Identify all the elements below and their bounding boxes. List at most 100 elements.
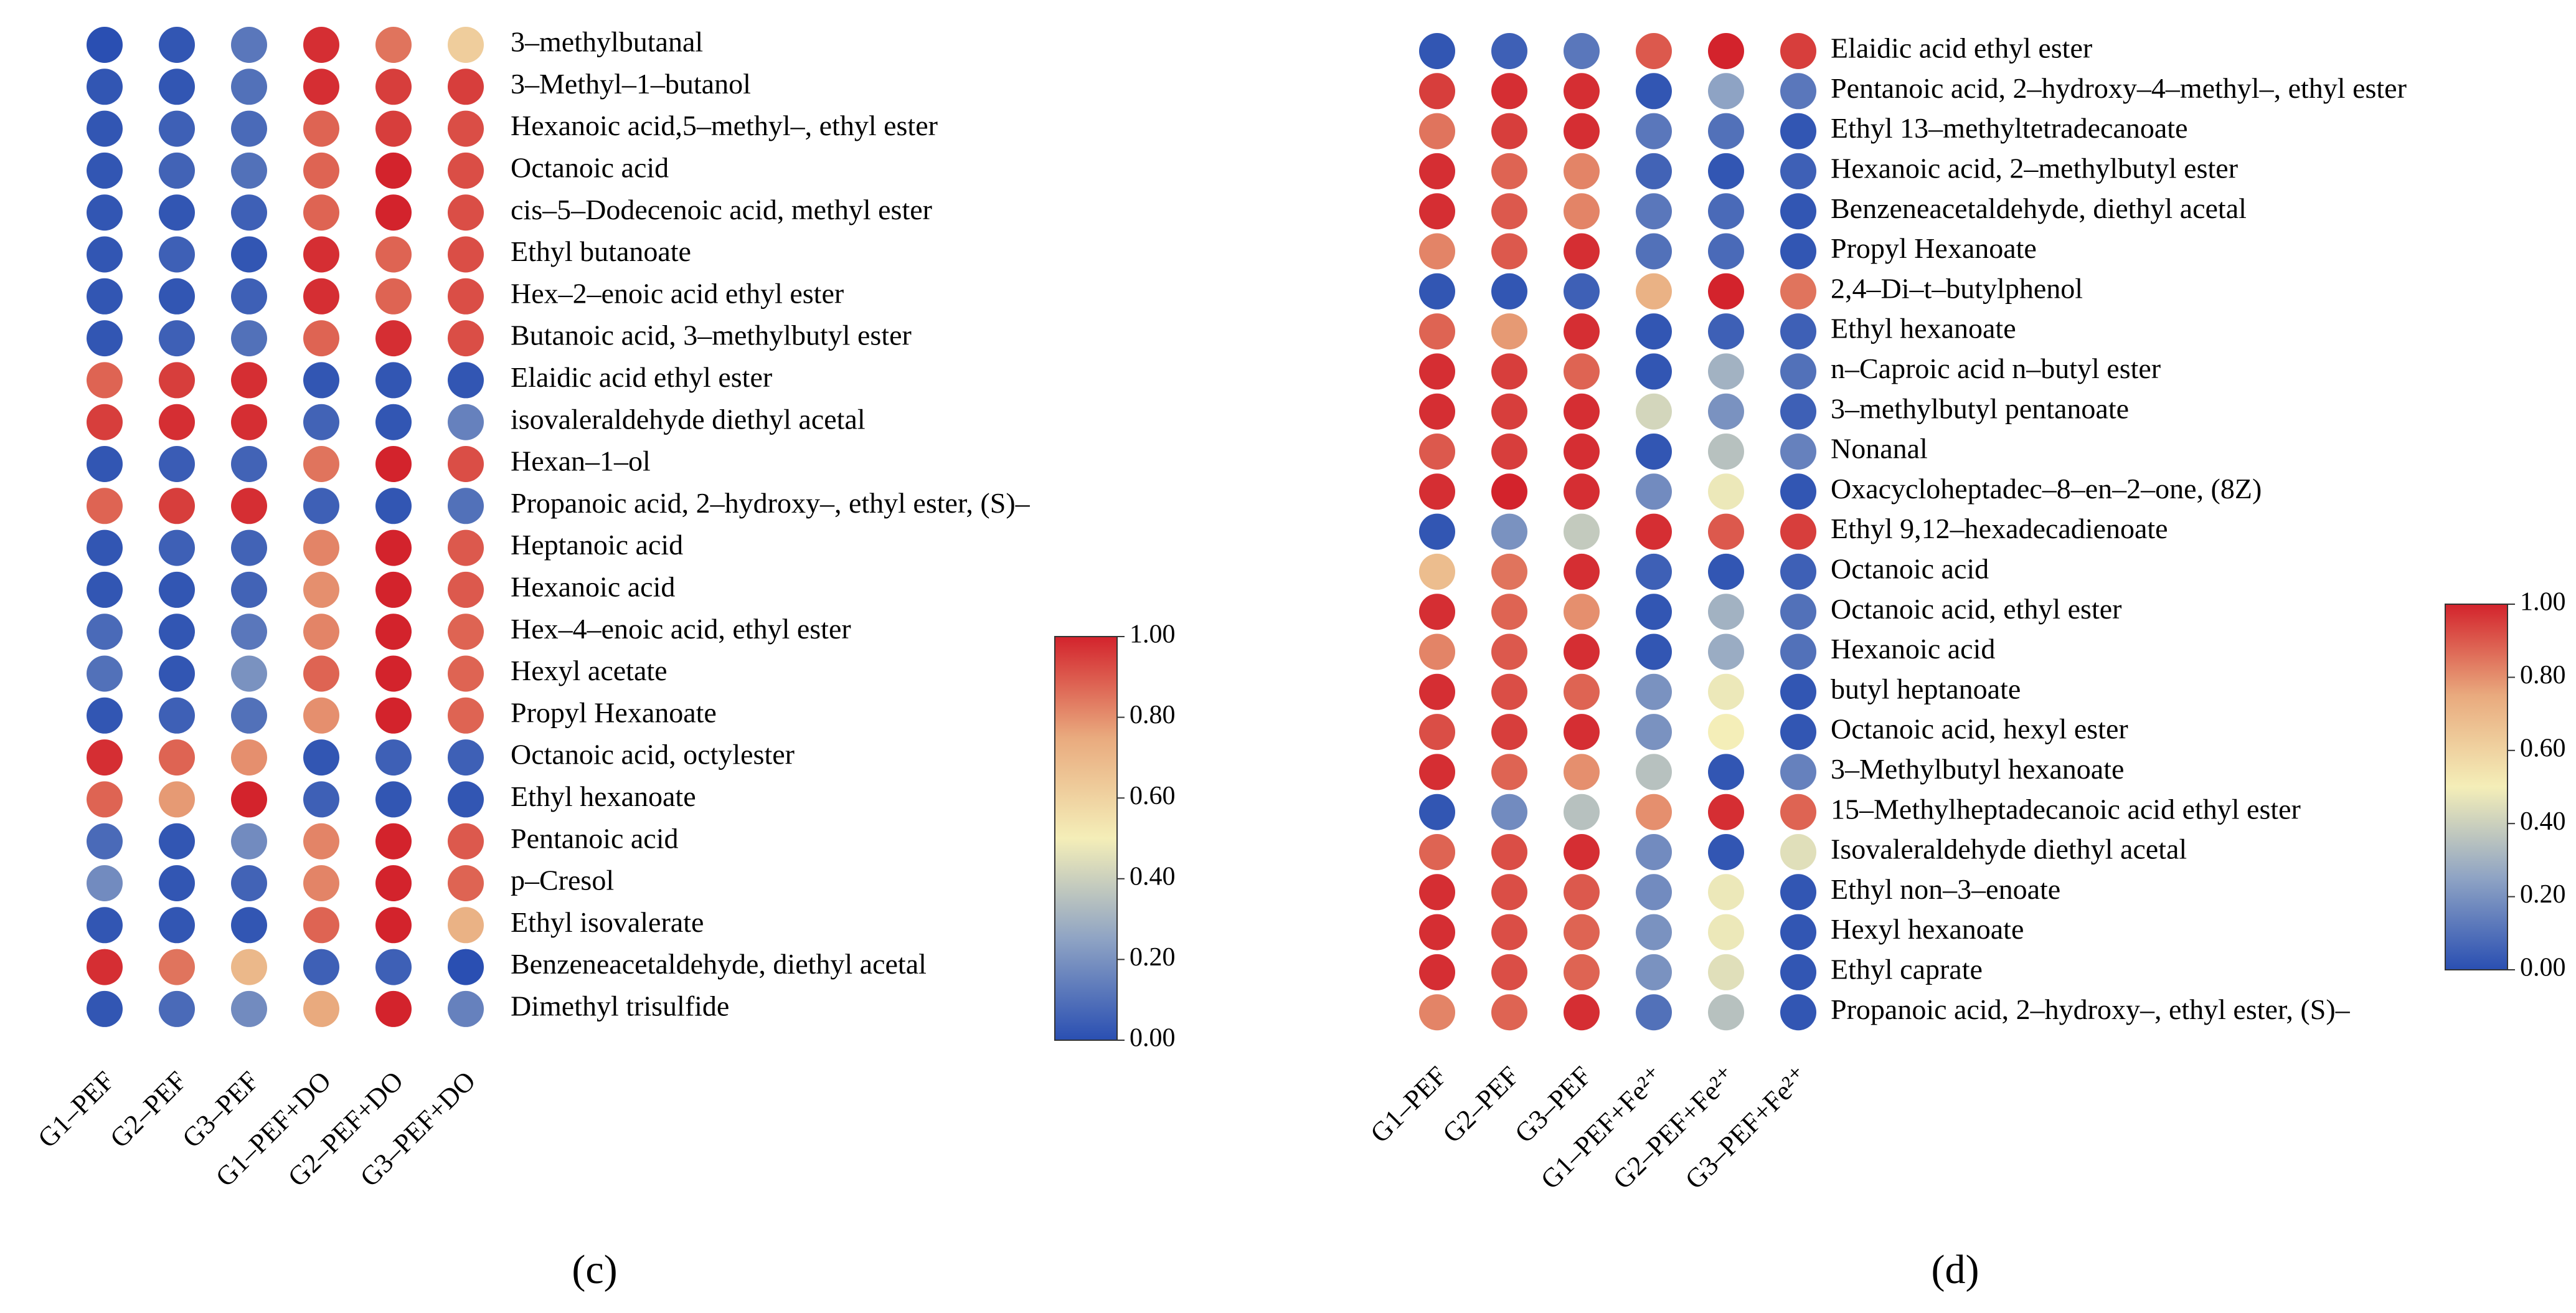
heatmap-cell-d-r21-c0 xyxy=(1419,874,1455,911)
row-label-c-6: Hex–2–enoic acid ethyl ester xyxy=(511,277,844,309)
heatmap-cell-c-r5-c4 xyxy=(375,236,412,273)
heatmap-cell-d-r13-c1 xyxy=(1491,553,1527,590)
heatmap-cell-c-r11-c2 xyxy=(231,488,267,524)
heatmap-cell-d-r7-c2 xyxy=(1564,313,1600,350)
heatmap-cell-d-r3-c0 xyxy=(1419,153,1455,189)
heatmap-cell-c-r0-c2 xyxy=(231,27,267,63)
heatmap-cell-d-r2-c4 xyxy=(1708,113,1744,149)
heatmap-cell-d-r6-c2 xyxy=(1564,273,1600,310)
heatmap-cell-d-r6-c3 xyxy=(1636,273,1672,310)
heatmap-cell-d-r21-c3 xyxy=(1636,874,1672,911)
heatmap-cell-d-r5-c4 xyxy=(1708,233,1744,270)
heatmap-cell-d-r4-c3 xyxy=(1636,193,1672,230)
heatmap-cell-c-r15-c0 xyxy=(87,655,123,692)
row-label-d-20: Isovaleraldehyde diethyl acetal xyxy=(1831,833,2187,865)
heatmap-cell-c-r15-c5 xyxy=(448,655,484,692)
row-label-d-0: Elaidic acid ethyl ester xyxy=(1831,32,2092,64)
heatmap-cell-c-r6-c2 xyxy=(231,278,267,315)
heatmap-cell-c-r16-c3 xyxy=(303,697,339,734)
heatmap-cell-c-r13-c5 xyxy=(448,571,484,608)
colorbar-tick-label-c-2: 0.40 xyxy=(1130,862,1176,891)
colorbar-c xyxy=(1054,636,1118,1041)
heatmap-cell-d-r19-c0 xyxy=(1419,794,1455,830)
heatmap-cell-d-r14-c2 xyxy=(1564,594,1600,630)
heatmap-cell-d-r18-c5 xyxy=(1780,754,1816,790)
heatmap-cell-c-r8-c5 xyxy=(448,362,484,399)
heatmap-cell-d-r17-c4 xyxy=(1708,714,1744,751)
heatmap-cell-d-r19-c2 xyxy=(1564,794,1600,830)
row-label-c-17: Octanoic acid, octylester xyxy=(511,739,795,770)
heatmap-cell-d-r1-c4 xyxy=(1708,73,1744,110)
heatmap-cell-d-r22-c0 xyxy=(1419,914,1455,950)
heatmap-cell-d-r0-c3 xyxy=(1636,33,1672,69)
heatmap-cell-c-r5-c3 xyxy=(303,236,339,273)
heatmap-cell-d-r4-c5 xyxy=(1780,193,1816,230)
heatmap-cell-c-r4-c1 xyxy=(159,194,195,231)
heatmap-cell-c-r20-c2 xyxy=(231,865,267,901)
heatmap-cell-c-r9-c0 xyxy=(87,404,123,440)
heatmap-cell-c-r20-c0 xyxy=(87,865,123,901)
heatmap-cell-d-r17-c5 xyxy=(1780,714,1816,751)
row-label-c-3: Octanoic acid xyxy=(511,151,669,183)
heatmap-cell-d-r15-c1 xyxy=(1491,633,1527,670)
heatmap-cell-d-r3-c2 xyxy=(1564,153,1600,189)
heatmap-cell-d-r8-c2 xyxy=(1564,353,1600,390)
heatmap-cell-c-r20-c4 xyxy=(375,865,412,901)
row-label-d-2: Ethyl 13–methyltetradecanoate xyxy=(1831,112,2188,144)
heatmap-cell-d-r10-c0 xyxy=(1419,434,1455,470)
heatmap-cell-c-r4-c2 xyxy=(231,194,267,231)
row-label-c-21: Ethyl isovalerate xyxy=(511,906,704,938)
heatmap-cell-d-r17-c1 xyxy=(1491,714,1527,751)
row-label-d-17: Octanoic acid, hexyl ester xyxy=(1831,713,2128,745)
column-label-d-0: G1–PEF xyxy=(1364,1060,1453,1149)
heatmap-cell-d-r18-c2 xyxy=(1564,754,1600,790)
heatmap-cell-c-r3-c5 xyxy=(448,152,484,189)
heatmap-cell-d-r2-c1 xyxy=(1491,113,1527,149)
heatmap-cell-d-r17-c0 xyxy=(1419,714,1455,751)
row-label-d-9: 3–methylbutyl pentanoate xyxy=(1831,392,2129,424)
heatmap-cell-c-r17-c5 xyxy=(448,739,484,776)
heatmap-cell-c-r22-c5 xyxy=(448,949,484,985)
heatmap-cell-c-r9-c2 xyxy=(231,404,267,440)
heatmap-cell-c-r4-c4 xyxy=(375,194,412,231)
heatmap-cell-d-r18-c0 xyxy=(1419,754,1455,790)
row-label-d-18: 3–Methylbutyl hexanoate xyxy=(1831,753,2124,785)
heatmap-cell-c-r7-c3 xyxy=(303,320,339,357)
heatmap-cell-d-r23-c5 xyxy=(1780,954,1816,990)
heatmap-cell-c-r7-c4 xyxy=(375,320,412,357)
heatmap-cell-d-r13-c3 xyxy=(1636,553,1672,590)
row-label-d-7: Ethyl hexanoate xyxy=(1831,313,2016,344)
heatmap-cell-d-r9-c4 xyxy=(1708,393,1744,430)
heatmap-cell-d-r12-c3 xyxy=(1636,513,1672,550)
row-label-c-8: Elaidic acid ethyl ester xyxy=(511,361,772,393)
heatmap-cell-c-r13-c4 xyxy=(375,571,412,608)
heatmap-cell-c-r19-c0 xyxy=(87,823,123,860)
heatmap-cell-c-r17-c2 xyxy=(231,739,267,776)
heatmap-cell-c-r19-c3 xyxy=(303,823,339,860)
colorbar-tick-label-c-0: 0.00 xyxy=(1130,1024,1176,1053)
row-label-c-2: Hexanoic acid,5–methyl–, ethyl ester xyxy=(511,110,938,141)
colorbar-tick-label-c-3: 0.60 xyxy=(1130,782,1176,810)
heatmap-cell-d-r24-c0 xyxy=(1419,994,1455,1031)
heatmap-cell-d-r14-c4 xyxy=(1708,594,1744,630)
heatmap-cell-c-r2-c1 xyxy=(159,110,195,147)
heatmap-cell-d-r15-c4 xyxy=(1708,633,1744,670)
heatmap-cell-d-r1-c0 xyxy=(1419,73,1455,110)
heatmap-cell-c-r13-c1 xyxy=(159,571,195,608)
panel-label-d: (d) xyxy=(1932,1247,1979,1292)
heatmap-cell-c-r5-c1 xyxy=(159,236,195,273)
colorbar-tick-label-d-0: 0.00 xyxy=(2520,954,2566,982)
heatmap-cell-c-r8-c4 xyxy=(375,362,412,399)
heatmap-cell-c-r10-c2 xyxy=(231,446,267,482)
row-label-c-18: Ethyl hexanoate xyxy=(511,780,696,812)
heatmap-cell-d-r4-c4 xyxy=(1708,193,1744,230)
heatmap-cell-c-r12-c5 xyxy=(448,529,484,566)
heatmap-cell-d-r18-c1 xyxy=(1491,754,1527,790)
heatmap-cell-d-r20-c4 xyxy=(1708,834,1744,870)
heatmap-cell-d-r7-c5 xyxy=(1780,313,1816,350)
heatmap-cell-d-r21-c5 xyxy=(1780,874,1816,911)
heatmap-cell-c-r14-c0 xyxy=(87,614,123,650)
row-label-c-15: Hexyl acetate xyxy=(511,655,668,686)
row-label-c-19: Pentanoic acid xyxy=(511,822,679,854)
heatmap-cell-c-r3-c1 xyxy=(159,152,195,189)
